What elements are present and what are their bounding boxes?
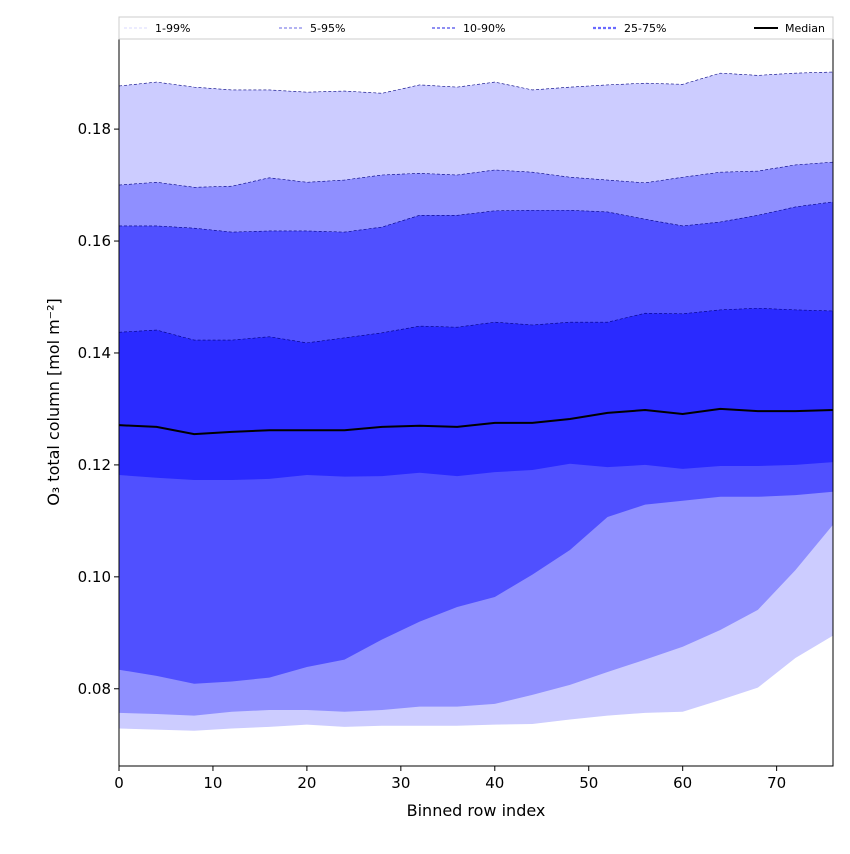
x-axis: 0 10 20 30 40 50 60 70: [114, 766, 786, 792]
x-tick-label: 20: [297, 774, 316, 792]
y-axis-label: O₃ total column [mol m⁻²]: [44, 298, 63, 506]
x-axis-label: Binned row index: [407, 801, 546, 820]
y-tick-label: 0.14: [78, 344, 111, 362]
legend: 1-99% 5-95% 10-90% 25-75% Median: [118, 16, 834, 40]
band-upper-edge-25-75%: [118, 307, 834, 344]
legend-label: 1-99%: [155, 22, 190, 35]
legend-box: [118, 16, 834, 40]
legend-label: 25-75%: [624, 22, 666, 35]
x-tick-label: 70: [767, 774, 786, 792]
bands-layer: [119, 72, 833, 731]
y-tick-label: 0.12: [78, 456, 111, 474]
x-tick-label: 0: [114, 774, 124, 792]
y-tick-label: 0.10: [78, 568, 111, 586]
y-tick-label: 0.08: [78, 680, 111, 698]
x-tick-label: 60: [673, 774, 692, 792]
y-tick-label: 0.18: [78, 120, 111, 138]
legend-item-25-75%: 25-75%: [593, 22, 666, 35]
y-axis: 0.08 0.10 0.12 0.14 0.16 0.18: [78, 120, 119, 698]
x-tick-label: 40: [485, 774, 504, 792]
y-tick-label: 0.16: [78, 232, 111, 250]
x-tick-label: 30: [391, 774, 410, 792]
band-edge-lines: [118, 71, 834, 344]
x-tick-label: 10: [203, 774, 222, 792]
median-line: [118, 407, 834, 436]
legend-label: 10-90%: [463, 22, 505, 35]
band-25-75%: [119, 308, 833, 481]
legend-item-1-99%: 1-99%: [124, 22, 190, 35]
legend-item-5-95%: 5-95%: [279, 22, 345, 35]
legend-label: Median: [785, 22, 825, 35]
legend-item-10-90%: 10-90%: [432, 22, 505, 35]
legend-item-Median: Median: [754, 22, 825, 35]
legend-label: 5-95%: [310, 22, 345, 35]
x-tick-label: 50: [579, 774, 598, 792]
